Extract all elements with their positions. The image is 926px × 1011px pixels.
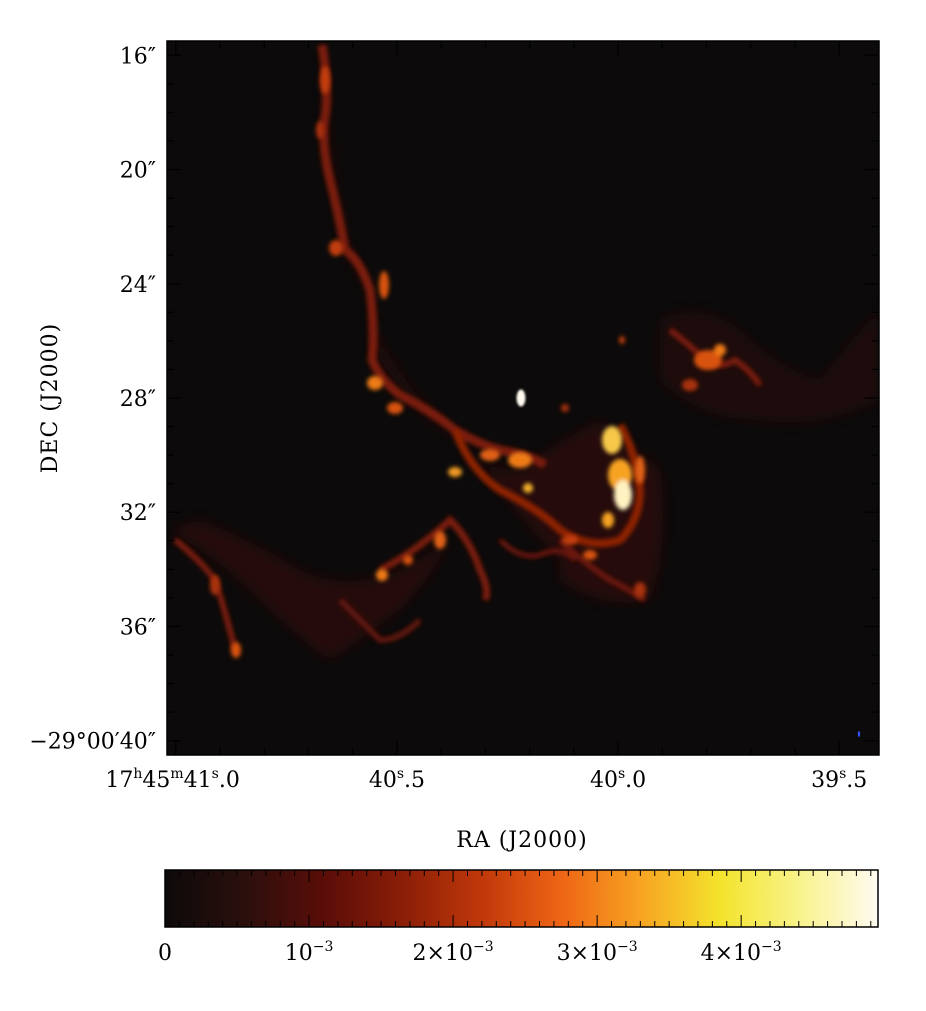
x-tick-label: 39s.5 [811,766,867,793]
x-axis-title: RA (J2000) [456,828,587,853]
ra-seconds: 40 [590,768,618,793]
colorbar-exponent: −3 [473,939,494,955]
y-tick-label: 28″ [120,387,156,412]
ra-seconds-unit: s [618,766,625,782]
colorbar-base: 10 [445,941,473,966]
colorbar-tick-label: 10−3 [285,939,334,966]
emission-map: 17h45m41s.0 40s.5 40s.0 39s.5 16″20″24″28″3… [29,40,880,793]
colorbar-exponent: −3 [761,939,782,955]
ra-minutes-unit: m [170,766,183,782]
bright-knots [210,66,726,658]
compact-source [516,389,526,407]
colorbar-mantissa: 4× [701,941,733,966]
x-tick-label: 40s.0 [590,766,646,793]
ra-seconds-unit: s [212,766,219,782]
colorbar-tick-marks [164,870,872,927]
ra-seconds-fraction: .0 [219,768,240,793]
ra-hours-unit: h [133,766,142,782]
colorbar-tick-labels: 0 10−3 2×10−3 3×10−3 4×10−3 [158,939,782,966]
colorbar-mantissa: 3× [557,941,589,966]
colorbar-base: 10 [733,941,761,966]
colorbar-tick-label: 3×10−3 [557,939,638,966]
colorbar-exponent: −3 [313,939,334,955]
colorbar-gradient [165,870,878,927]
ra-seconds: 40 [369,768,397,793]
ra-seconds-fraction: .5 [846,768,867,793]
y-tick-label: −29°00′40″ [29,730,156,755]
ra-seconds: 41 [184,768,212,793]
x-tick-label: 17h45m41s.0 [105,766,240,793]
colorbar-tick-label: 2×10−3 [413,939,494,966]
y-tick-label: 36″ [120,615,156,640]
y-tick-label: 24″ [120,273,156,298]
y-tick-label: 32″ [120,501,156,526]
y-tick-label: 20″ [120,159,156,184]
ra-seconds-fraction: .0 [625,768,646,793]
ra-seconds: 39 [811,768,839,793]
ra-seconds-unit: s [397,766,404,782]
ra-seconds-unit: s [839,766,846,782]
beam-marker [857,731,861,737]
colorbar: 0 10−3 2×10−3 3×10−3 4×10−3 [158,869,879,966]
x-tick-marks [175,41,840,755]
colorbar-frame [164,869,879,928]
y-axis-title: DEC (J2000) [38,323,63,474]
ra-hours: 17 [105,768,133,793]
x-tick-label: 40s.5 [369,766,425,793]
colorbar-base: 10 [285,941,313,966]
colorbar-base: 10 [589,941,617,966]
colorbar-tick-label: 0 [158,941,172,966]
colorbar-tick-label: 4×10−3 [701,939,782,966]
ra-seconds-fraction: .5 [404,768,425,793]
colorbar-mantissa: 2× [413,941,445,966]
ra-minutes: 45 [142,768,170,793]
colorbar-exponent: −3 [617,939,638,955]
y-tick-label: 16″ [120,44,156,69]
x-tick-labels: 17h45m41s.0 40s.5 40s.0 39s.5 [105,766,867,793]
y-tick-marks [167,54,879,742]
y-tick-labels: 16″ 20″ 24″ 28″ 32″ 36″ −29°00′40″ [29,44,156,754]
